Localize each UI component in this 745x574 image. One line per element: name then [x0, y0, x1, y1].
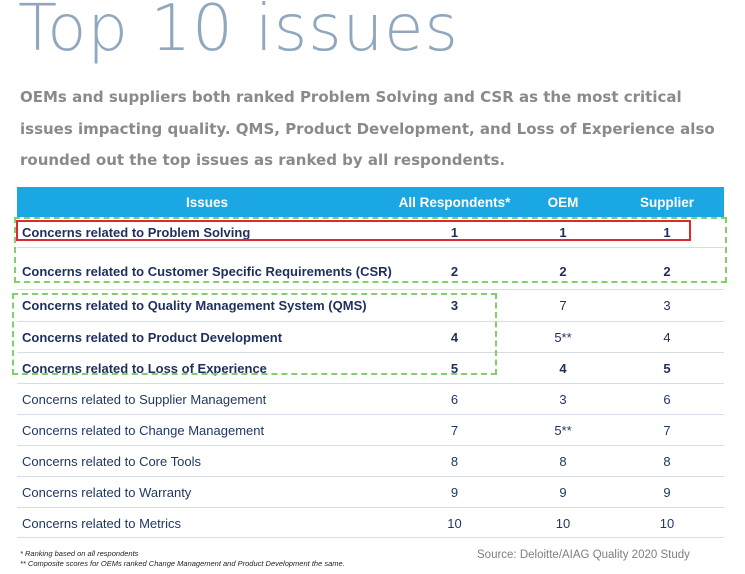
- row-all: 9: [450, 485, 459, 500]
- row-issue: Concerns related to Core Tools: [22, 454, 201, 469]
- header-issues: Issues: [185, 195, 229, 210]
- row-oem: 3: [559, 392, 567, 407]
- row-supplier: 1: [663, 225, 671, 240]
- row-all: 3: [450, 298, 459, 313]
- row-oem: 5**: [554, 423, 572, 438]
- row-divider: [17, 476, 724, 477]
- row-supplier: 2: [663, 264, 671, 279]
- table-row: Concerns related to Quality Management S…: [17, 290, 724, 322]
- table-row: Concerns related to Loss of Experience 5…: [17, 353, 724, 384]
- highlight-problem-solving-box: [16, 220, 691, 241]
- header-all-respondents: All Respondents*: [398, 195, 511, 210]
- footnote-ranking: * Ranking based on all respondents: [20, 549, 139, 558]
- table-row: Concerns related to Warranty 9 9 9: [17, 477, 724, 508]
- header-supplier: Supplier: [639, 195, 694, 210]
- table-row: Concerns related to Product Development …: [17, 322, 724, 353]
- table-row: Concerns related to Metrics 10 10 10: [17, 508, 724, 538]
- table-row: Concerns related to Problem Solving 1 1 …: [17, 217, 724, 248]
- table-header: Issues All Respondents* OEM Supplier: [17, 187, 724, 217]
- row-supplier: 6: [663, 392, 671, 407]
- row-divider: [17, 507, 724, 508]
- page-subtitle: OEMs and suppliers both ranked Problem S…: [20, 88, 715, 169]
- row-supplier: 5: [663, 361, 671, 376]
- row-divider: [17, 289, 724, 290]
- highlight-qms-pd-loe-box: [12, 293, 497, 375]
- row-divider: [17, 383, 724, 384]
- row-issue: Concerns related to Quality Management S…: [22, 298, 367, 313]
- row-oem: 7: [559, 298, 567, 313]
- row-issue: Concerns related to Product Development: [22, 330, 283, 345]
- row-all: 8: [450, 454, 459, 469]
- table-row: Concerns related to Customer Specific Re…: [17, 248, 724, 290]
- row-divider: [17, 414, 724, 415]
- row-oem: 2: [559, 264, 567, 279]
- page-title: Top 10 issues: [18, 0, 459, 66]
- table-row: Concerns related to Core Tools 8 8 8: [17, 446, 724, 477]
- row-all: 5: [450, 361, 459, 376]
- row-divider: [17, 445, 724, 446]
- table-row: Concerns related to Change Management 7 …: [17, 415, 724, 446]
- row-supplier: 8: [663, 454, 671, 469]
- footnote-composite: ** Composite scores for OEMs ranked Chan…: [20, 559, 345, 568]
- row-supplier: 3: [663, 298, 671, 313]
- highlight-top-two-box: [14, 217, 727, 283]
- row-supplier: 4: [663, 330, 671, 345]
- row-oem: 1: [559, 225, 567, 240]
- row-oem: 9: [559, 485, 567, 500]
- row-divider: [17, 537, 724, 538]
- row-issue: Concerns related to Warranty: [22, 485, 192, 500]
- row-divider: [17, 247, 724, 248]
- row-all: 7: [450, 423, 459, 438]
- row-issue: Concerns related to Supplier Management: [22, 392, 267, 407]
- row-supplier: 7: [663, 423, 671, 438]
- row-all: 1: [450, 225, 459, 240]
- row-issue: Concerns related to Problem Solving: [22, 225, 251, 240]
- source-citation: Source: Deloitte/AIAG Quality 2020 Study: [477, 549, 690, 561]
- row-issue: Concerns related to Loss of Experience: [22, 361, 267, 376]
- row-supplier: 9: [663, 485, 671, 500]
- row-divider: [17, 321, 724, 322]
- row-all: 6: [450, 392, 459, 407]
- row-all: 10: [447, 516, 462, 531]
- row-divider: [17, 352, 724, 353]
- row-oem: 10: [555, 516, 571, 531]
- row-oem: 8: [559, 454, 567, 469]
- row-issue: Concerns related to Change Management: [22, 423, 265, 438]
- row-issue: Concerns related to Customer Specific Re…: [22, 264, 392, 279]
- row-oem: 5**: [554, 330, 572, 345]
- row-all: 4: [450, 330, 459, 345]
- table-row: Concerns related to Supplier Management …: [17, 384, 724, 415]
- header-oem: OEM: [547, 195, 579, 210]
- issues-table: Issues All Respondents* OEM Supplier Con…: [17, 187, 724, 538]
- row-all: 2: [450, 264, 459, 279]
- row-oem: 4: [559, 361, 567, 376]
- row-supplier: 10: [659, 516, 675, 531]
- row-issue: Concerns related to Metrics: [22, 516, 181, 531]
